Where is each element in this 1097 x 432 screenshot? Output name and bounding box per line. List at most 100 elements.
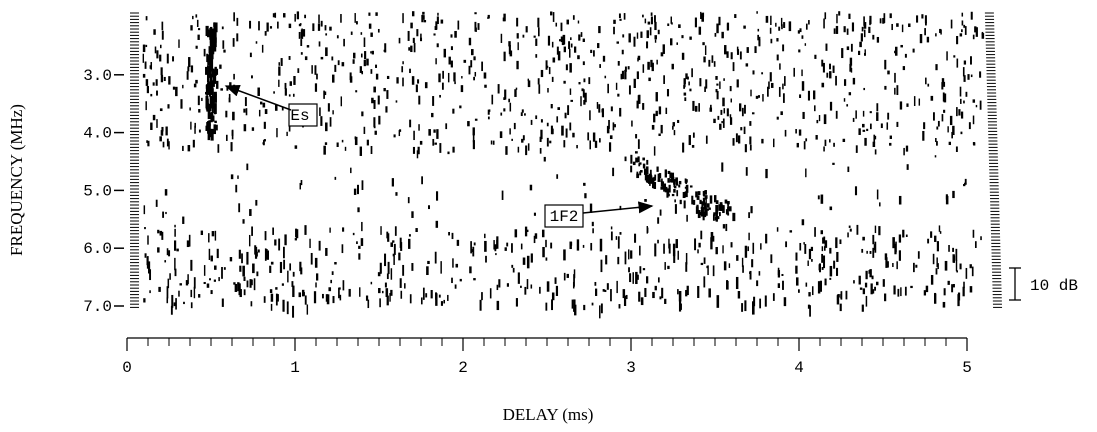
echo-speckle [206,73,210,83]
echo-speckle [608,142,612,152]
echo-speckle [463,59,467,63]
echo-speckle [691,68,693,78]
echo-speckle [530,119,533,125]
echo-speckle [756,11,758,14]
echo-speckle [262,102,266,108]
echo-speckle [628,85,631,95]
echo-speckle [502,17,505,22]
echo-speckle [467,121,470,127]
echo-speckle [981,31,984,35]
echo-speckle [698,242,701,248]
echo-speckle [353,52,356,59]
echo-speckle [896,85,899,96]
echo-speckle [880,123,883,129]
echo-speckle [930,95,934,101]
echo-speckle [864,49,866,55]
echo-speckle [324,142,328,145]
echo-speckle [823,146,825,152]
echo-speckle [210,255,213,262]
echo-speckle [338,287,340,299]
echo-speckle [657,239,659,244]
echo-speckle [270,261,274,265]
echo-speckle [211,231,215,237]
echo-speckle [210,46,214,60]
echo-speckle [563,249,566,261]
echo-speckle [570,37,572,41]
echo-speckle [720,109,723,115]
echo-speckle [148,261,151,274]
echo-speckle [281,283,284,286]
echo-speckle [323,145,326,155]
echo-speckle [866,128,869,132]
echo-speckle [816,119,819,124]
echo-speckle [809,305,811,317]
echo-speckle [592,228,594,234]
echo-speckle [514,229,518,238]
echo-speckle [434,26,437,30]
echo-speckle [358,253,361,260]
echo-speckle [398,130,401,137]
echo-speckle [963,281,965,289]
echo-speckle [633,78,636,88]
echo-speckle [152,82,155,86]
echo-speckle [540,129,543,140]
echo-speckle [807,304,810,309]
echo-speckle [363,126,366,134]
echo-speckle [805,138,808,142]
echo-speckle [385,106,388,113]
echo-speckle [960,98,962,104]
echo-speckle [435,58,437,65]
echo-speckle [447,72,450,83]
echo-speckle [340,96,343,107]
echo-speckle [241,253,243,264]
echo-speckle [527,78,530,82]
echo-speckle [411,76,415,85]
echo-speckle [535,115,538,120]
echo-speckle [726,23,729,31]
echo-speckle [847,232,849,238]
x-tick-label: 5 [962,359,972,377]
echo-speckle [624,251,627,265]
echo-speckle [179,283,182,286]
echo-speckle [697,249,699,254]
echo-speckle [863,22,867,29]
echo-speckle [622,34,625,38]
echo-speckle [601,108,605,118]
echo-speckle [663,183,667,192]
echo-speckle [289,263,292,271]
echo-speckle [703,201,706,205]
echo-speckle [511,243,513,253]
echo-speckle [297,68,300,73]
echo-speckle [617,60,620,66]
echo-speckle [783,297,787,307]
echo-speckle [232,111,235,121]
echo-speckle [432,96,435,106]
echo-speckle [468,65,471,75]
echo-speckle [799,242,802,251]
echo-speckle [956,107,958,117]
echo-speckle [619,232,622,235]
echo-speckle [951,131,953,139]
echo-speckle [522,135,525,141]
echo-speckle [314,83,318,92]
echo-speckle [232,38,235,47]
echo-speckle [402,77,404,87]
echo-speckle [450,34,453,38]
echo-speckle [624,156,627,162]
echo-speckle [872,34,875,40]
echo-speckle [637,55,641,61]
echo-speckle [697,285,700,298]
echo-speckle [803,141,806,150]
echo-speckle [795,128,797,134]
echo-speckle [190,302,193,309]
echo-speckle [448,56,451,65]
echo-speckle [871,275,874,280]
echo-speckle [619,107,622,117]
echo-speckle [386,295,389,306]
echo-speckle [798,129,802,136]
echo-speckle [470,241,472,254]
echo-speckle [425,293,428,298]
echo-speckle [294,145,298,149]
echo-speckle [876,103,879,112]
echo-speckle [757,34,760,41]
